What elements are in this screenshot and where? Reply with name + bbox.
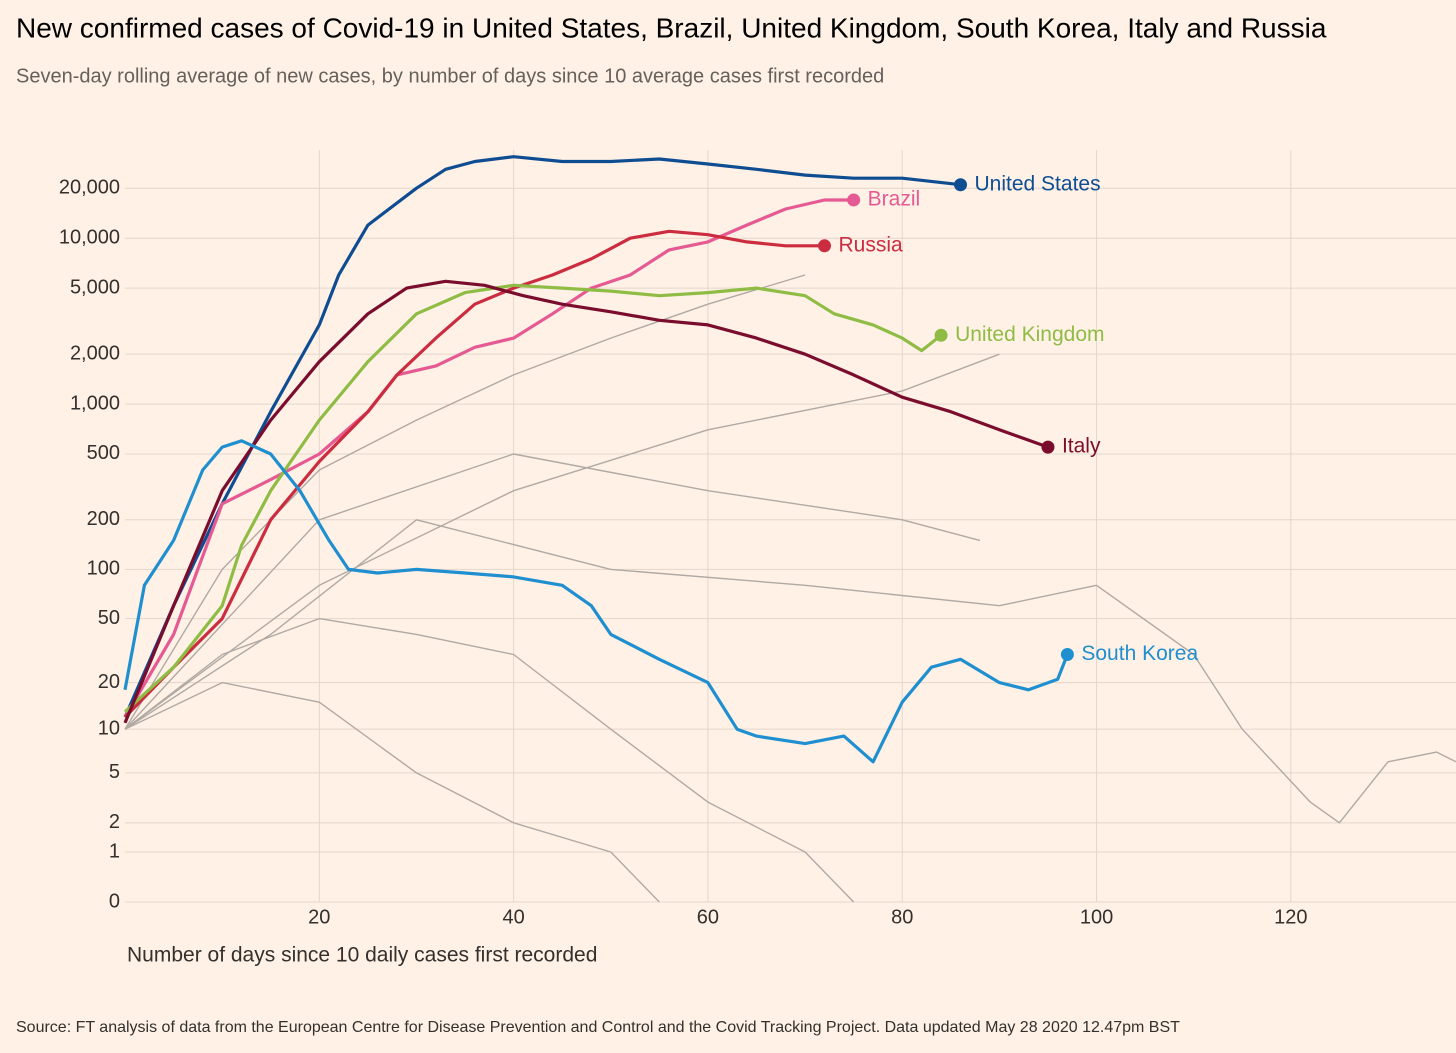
end-dot bbox=[818, 239, 832, 253]
series-line bbox=[123, 229, 825, 719]
background-line bbox=[124, 519, 1456, 824]
y-tick-label: 0 bbox=[109, 890, 120, 912]
source-note: Source: FT analysis of data from the Eur… bbox=[16, 1019, 1180, 1036]
series-label: United Kingdom bbox=[955, 323, 1104, 346]
end-dot bbox=[847, 193, 861, 207]
y-tick-label: 2,000 bbox=[70, 342, 120, 364]
y-tick-label: 200 bbox=[87, 508, 120, 530]
end-dot bbox=[934, 328, 948, 342]
y-tick-label: 2 bbox=[109, 811, 120, 833]
y-tick-label: 10,000 bbox=[59, 226, 120, 248]
x-tick-label: 60 bbox=[697, 906, 719, 928]
series-label: United States bbox=[975, 172, 1101, 195]
end-dot bbox=[954, 178, 968, 192]
background-line bbox=[124, 617, 855, 903]
x-tick-label: 80 bbox=[891, 906, 913, 928]
x-axis-label: Number of days since 10 daily cases firs… bbox=[127, 944, 597, 967]
chart-subtitle: Seven-day rolling average of new cases, … bbox=[16, 65, 884, 87]
series-line bbox=[123, 155, 961, 718]
y-tick-label: 1,000 bbox=[70, 392, 120, 414]
x-tick-label: 100 bbox=[1080, 906, 1113, 928]
y-tick-label: 50 bbox=[98, 607, 120, 629]
series-label: Italy bbox=[1062, 435, 1101, 458]
y-tick-label: 500 bbox=[87, 442, 120, 464]
x-tick-label: 120 bbox=[1274, 906, 1307, 928]
y-tick-label: 100 bbox=[87, 558, 120, 580]
series-label: South Korea bbox=[1081, 642, 1198, 665]
series-line bbox=[123, 283, 943, 713]
series-label: Russia bbox=[839, 233, 904, 256]
y-tick-label: 20,000 bbox=[59, 177, 120, 199]
x-tick-label: 40 bbox=[502, 906, 524, 928]
end-dot bbox=[1041, 440, 1055, 454]
x-tick-label: 20 bbox=[308, 906, 330, 928]
end-dot bbox=[1060, 648, 1074, 662]
series-line bbox=[123, 439, 1069, 764]
y-tick-label: 10 bbox=[98, 717, 120, 739]
y-tick-label: 5,000 bbox=[70, 276, 120, 298]
chart-title: New confirmed cases of Covid-19 in Unite… bbox=[16, 12, 1327, 43]
y-tick-label: 5 bbox=[109, 761, 120, 783]
background-line bbox=[124, 453, 981, 730]
background-line bbox=[124, 353, 1000, 730]
series-line bbox=[123, 279, 1049, 724]
background-line bbox=[124, 681, 660, 903]
series-label: Brazil bbox=[868, 188, 921, 211]
y-tick-label: 1 bbox=[109, 840, 120, 862]
y-tick-label: 20 bbox=[98, 671, 120, 693]
series-line bbox=[123, 198, 854, 718]
